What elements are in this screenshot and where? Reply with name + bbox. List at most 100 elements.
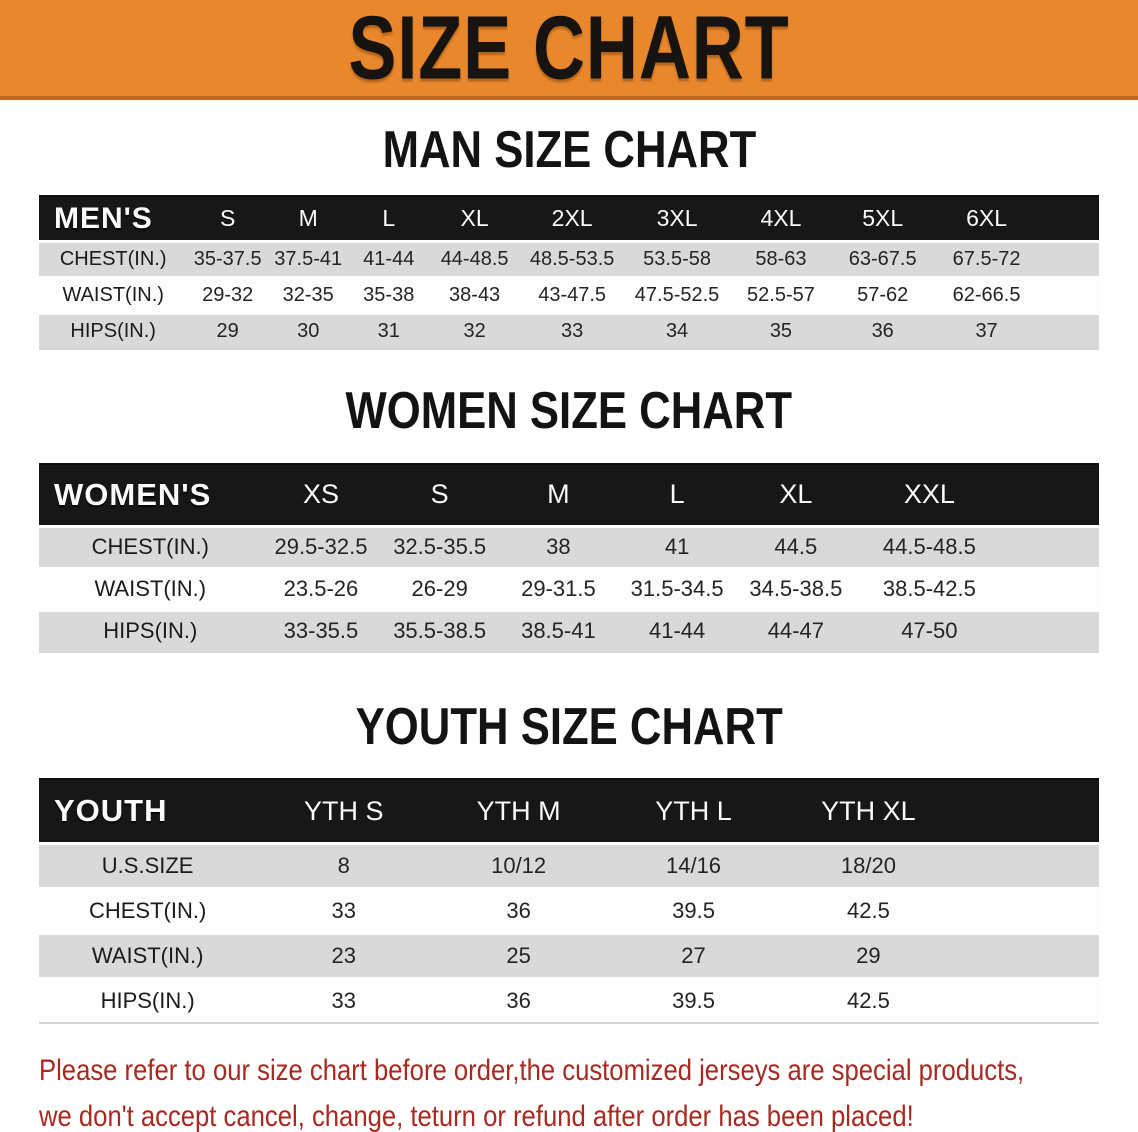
filler-cell (1003, 462, 1099, 525)
size-column-header: L (617, 462, 737, 525)
size-column-header: YTH S (256, 778, 432, 843)
measurement-value: 29 (187, 312, 268, 349)
measurement-value: 33 (520, 312, 625, 349)
measurement-value: 35 (730, 312, 832, 349)
size-header-row: WOMEN'S XS S M L XL XXL (39, 462, 1099, 525)
measurement-value: 27 (606, 932, 781, 978)
measurement-value: 35.5-38.5 (380, 608, 500, 651)
measurement-value: 8 (256, 842, 432, 888)
size-column-header: M (499, 462, 618, 525)
filler-cell (1003, 566, 1099, 609)
size-column-header: XL (736, 462, 856, 525)
filler-cell (1039, 195, 1099, 241)
measurement-row: HIPS(IN.) 33-35.5 35.5-38.5 38.5-41 41-44 44-… (39, 608, 1099, 651)
measurement-value: 57-62 (831, 276, 934, 313)
measurement-value: 38.5-42.5 (855, 566, 1004, 609)
measurement-value: 44-48.5 (429, 240, 521, 277)
measurement-value: 41 (617, 524, 737, 567)
measurement-value: 25 (431, 932, 607, 978)
measurement-value: 43-47.5 (520, 276, 625, 313)
disclaimer-line-1: Please refer to our size chart before or… (39, 1054, 1025, 1088)
measurement-value: 38 (499, 524, 618, 567)
measurement-value: 36 (831, 312, 934, 349)
measurement-value: 38.5-41 (499, 608, 618, 651)
measurement-row: WAIST(IN.) 29-32 32-35 35-38 38-43 43-47.5 47.… (39, 276, 1099, 313)
women-size-table: WOMEN'S XS S M L XL XXL CHEST(IN.) 29.5-32.5 32.5… (39, 462, 1099, 653)
measurement-row: WAIST(IN.) 23.5-26 26-29 29-31.5 31.5-34.5 34… (39, 566, 1099, 609)
measurement-value: 29-32 (187, 276, 268, 313)
size-column-header: L (348, 195, 430, 241)
banner: SIZE CHART (0, 0, 1138, 100)
measurement-value: 29-31.5 (499, 566, 618, 609)
measurement-value: 37.5-41 (267, 240, 349, 277)
measurement-value: 29.5-32.5 (261, 524, 381, 567)
measurement-value: 42.5 (780, 977, 956, 1023)
banner-title: SIZE CHART (348, 0, 790, 98)
measurement-row: U.S.SIZE 8 10/12 14/16 18/20 (39, 842, 1099, 888)
group-label: WOMEN'S (39, 462, 262, 525)
measurement-value: 39.5 (606, 977, 781, 1023)
measurement-row: HIPS(IN.) 29 30 31 32 33 34 35 36 37 (39, 312, 1099, 349)
size-column-header: 3XL (624, 195, 731, 241)
measurement-value: 36 (431, 977, 607, 1023)
measurement-value: 37 (933, 312, 1040, 349)
filler-cell (955, 977, 1099, 1023)
youth-section-heading: YOUTH SIZE CHART (0, 697, 1138, 756)
disclaimer: Please refer to our size chart before or… (39, 1048, 1138, 1132)
measurement-label: WAIST(IN.) (39, 276, 188, 313)
measurement-value: 34 (624, 312, 731, 349)
measurement-value: 31.5-34.5 (617, 566, 737, 609)
measurement-label: HIPS(IN.) (39, 312, 188, 349)
filler-cell (1039, 276, 1099, 313)
measurement-value: 47.5-52.5 (624, 276, 731, 313)
measurement-value: 14/16 (606, 842, 781, 888)
measurement-label: CHEST(IN.) (39, 240, 188, 277)
measurement-label: WAIST(IN.) (39, 566, 262, 609)
measurement-value: 67.5-72 (933, 240, 1040, 277)
size-header-row: YOUTH YTH S YTH M YTH L YTH XL (39, 778, 1099, 843)
measurement-row: HIPS(IN.) 33 36 39.5 42.5 (39, 977, 1099, 1023)
size-column-header: XL (429, 195, 521, 241)
measurement-value: 32.5-35.5 (380, 524, 500, 567)
measurement-label: CHEST(IN.) (39, 524, 262, 567)
measurement-value: 48.5-53.5 (520, 240, 625, 277)
measurement-value: 44.5 (736, 524, 856, 567)
size-column-header: S (380, 462, 500, 525)
measurement-label: WAIST(IN.) (39, 932, 257, 978)
measurement-value: 35-37.5 (187, 240, 268, 277)
size-column-header: S (187, 195, 268, 241)
measurement-value: 44-47 (736, 608, 856, 651)
size-column-header: YTH L (606, 778, 781, 843)
group-label: YOUTH (39, 778, 257, 843)
measurement-row: CHEST(IN.) 35-37.5 37.5-41 41-44 44-48.5 48.5… (39, 240, 1099, 277)
measurement-row: CHEST(IN.) 33 36 39.5 42.5 (39, 887, 1099, 933)
measurement-value: 33 (256, 977, 432, 1023)
measurement-value: 42.5 (780, 887, 956, 933)
filler-cell (955, 778, 1099, 843)
measurement-value: 18/20 (780, 842, 956, 888)
disclaimer-line-2: we don't accept cancel, change, teturn o… (39, 1100, 914, 1132)
filler-cell (1003, 608, 1099, 651)
man-section-heading-text: MAN SIZE CHART (382, 121, 756, 179)
measurement-label: HIPS(IN.) (39, 977, 257, 1023)
group-label: MEN'S (39, 195, 188, 241)
size-column-header: 5XL (831, 195, 934, 241)
measurement-row: WAIST(IN.) 23 25 27 29 (39, 932, 1099, 978)
measurement-value: 52.5-57 (730, 276, 832, 313)
youth-size-table: YOUTH YTH S YTH M YTH L YTH XL U.S.SIZE 8 10/12… (39, 778, 1099, 1025)
measurement-value: 32-35 (267, 276, 349, 313)
measurement-value: 23.5-26 (261, 566, 381, 609)
measurement-value: 47-50 (855, 608, 1004, 651)
measurement-value: 44.5-48.5 (855, 524, 1004, 567)
size-column-header: YTH M (431, 778, 607, 843)
measurement-value: 63-67.5 (831, 240, 934, 277)
size-column-header: 4XL (730, 195, 832, 241)
measurement-label: CHEST(IN.) (39, 887, 257, 933)
youth-section-heading-text: YOUTH SIZE CHART (355, 697, 783, 756)
measurement-value: 53.5-58 (624, 240, 731, 277)
measurement-value: 30 (267, 312, 349, 349)
measurement-value: 23 (256, 932, 432, 978)
measurement-value: 31 (348, 312, 430, 349)
measurement-value: 10/12 (431, 842, 607, 888)
